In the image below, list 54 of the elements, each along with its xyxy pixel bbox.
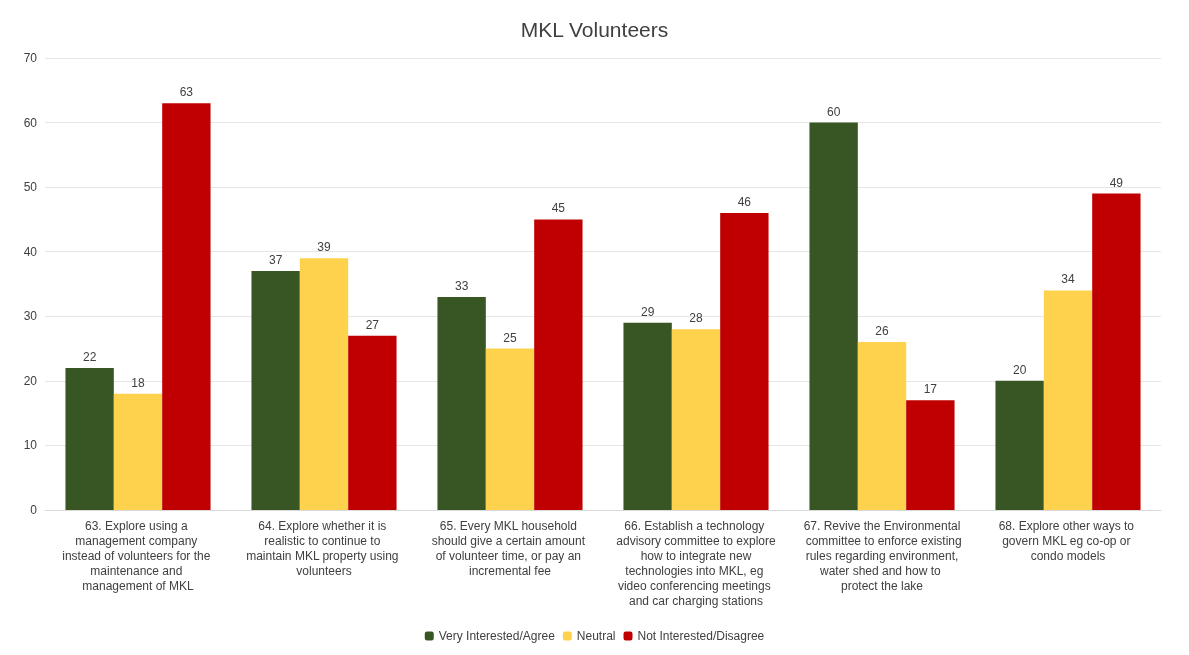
data-label: 60 [826,104,841,119]
chart-title: MKL Volunteers [520,18,669,41]
data-label: 26 [875,324,889,339]
x-tick-label: 64. Explore whether it is realistic to continue to maintain MKL property using volunteers [246,518,402,578]
data-label: 27 [365,317,380,332]
bar [65,367,114,510]
y-tick-label: 60 [23,115,38,130]
data-label: 28 [689,311,703,326]
bar [534,219,583,510]
x-tick-label: 68. Explore other ways to govern MKL eg co-op or condo models [998,518,1138,563]
data-label: 39 [317,240,331,255]
y-tick-label: 10 [23,438,38,453]
y-tick-label: 20 [23,373,38,388]
bar [809,122,858,510]
bar [1043,290,1093,510]
y-tick-label: 50 [23,180,38,195]
data-label: 18 [131,375,145,390]
x-tick-label: 65. Every MKL household should give a certain amount of volunteer time, or pay an incremental fee [431,518,589,578]
bar [671,329,721,510]
bar [485,348,535,510]
legend-label: Not Interested/Disagree [637,629,765,643]
x-tick-label: 66. Establish a technology advisory committee to explore how to integrate new technologies into MKL, eg video conferencing meetings and car charging stations [616,518,777,608]
bar [995,380,1044,510]
data-label: 63 [179,85,194,100]
bar [623,322,672,510]
bar [906,400,955,510]
data-label: 25 [503,330,517,345]
legend-label: Neutral [576,629,616,643]
y-tick-label: 30 [23,309,38,324]
legend-label: Very Interested/Agree [438,629,556,643]
bar [162,103,211,510]
x-tick-label: 67. Revive the Environmental committee to enforce existing rules regarding environment, water shed and how to protect the lake [802,518,962,593]
bar [437,296,486,510]
bar [251,271,300,510]
bar [299,258,349,510]
data-label: 20 [1012,362,1027,377]
bar [857,342,907,510]
data-label: 34 [1061,272,1075,287]
data-label: 49 [1109,175,1124,190]
data-label: 22 [82,349,97,364]
bar [1092,193,1141,510]
y-tick-label: 40 [23,244,38,259]
data-label: 45 [551,201,566,216]
data-label: 46 [737,194,752,209]
data-label: 17 [923,382,938,397]
data-label: 33 [454,278,469,293]
data-label: 37 [268,253,283,268]
bar [720,212,769,510]
y-tick-label: 0 [30,503,38,517]
y-tick-label: 70 [23,51,38,65]
x-tick-label: 63. Explore using a management company instead of volunteers for the maintenance and management of MKL [62,518,214,593]
bar [113,393,163,510]
bar [348,335,397,510]
data-label: 29 [640,304,655,319]
